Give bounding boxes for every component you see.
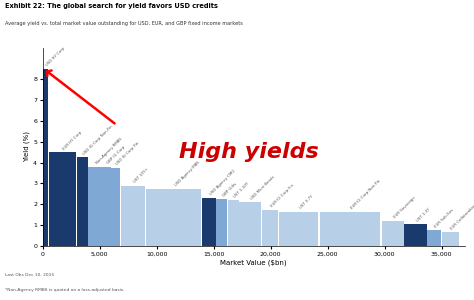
Bar: [442, 232, 458, 246]
Text: Average yield vs. total market value outstanding for USD, EUR, and GBP fixed inc: Average yield vs. total market value out…: [5, 21, 243, 26]
Text: USD Agency MBS: USD Agency MBS: [174, 160, 201, 187]
Bar: [77, 158, 88, 246]
Text: Exhibit 22: The global search for yield favors USD credits: Exhibit 22: The global search for yield …: [5, 3, 218, 9]
Text: UST 10Y+: UST 10Y+: [133, 167, 149, 184]
Text: EUR Collateralized: EUR Collateralized: [450, 202, 474, 231]
Bar: [111, 168, 120, 246]
X-axis label: Market Value ($bn): Market Value ($bn): [220, 259, 287, 266]
Bar: [228, 200, 238, 246]
Text: USD HY Corp: USD HY Corp: [46, 46, 66, 67]
Text: Last Obs Dec 10, 2015: Last Obs Dec 10, 2015: [5, 273, 54, 277]
Bar: [120, 186, 145, 246]
Text: EUR Sub-Sov: EUR Sub-Sov: [434, 208, 455, 229]
Text: USD IG Corp Non-Fin: USD IG Corp Non-Fin: [82, 124, 114, 156]
Text: USD IG Corp Fin: USD IG Corp Fin: [116, 141, 141, 166]
Text: USD Agency CMO: USD Agency CMO: [209, 169, 237, 196]
Text: High yields: High yields: [180, 142, 319, 163]
Bar: [279, 212, 318, 246]
Bar: [427, 230, 441, 246]
Text: UST 1-3Y: UST 1-3Y: [416, 207, 431, 222]
Text: GBP IG Corp: GBP IG Corp: [107, 145, 127, 165]
Bar: [43, 69, 48, 246]
Bar: [146, 189, 201, 246]
Text: EUR HY Corp: EUR HY Corp: [63, 130, 83, 151]
Text: EUR Sovereign: EUR Sovereign: [392, 196, 416, 219]
Text: EUR IG Corp Fin: EUR IG Corp Fin: [270, 183, 295, 208]
Bar: [404, 224, 427, 246]
Bar: [216, 199, 227, 246]
Bar: [102, 167, 111, 246]
Text: UST 3-7Y: UST 3-7Y: [299, 195, 314, 210]
Bar: [262, 209, 278, 246]
Text: *Non-Agency RMBS is quoted on a loss-adjusted basis.: *Non-Agency RMBS is quoted on a loss-adj…: [5, 288, 124, 292]
Text: GBP Gilts: GBP Gilts: [222, 182, 237, 197]
Bar: [382, 221, 404, 246]
Bar: [202, 198, 216, 246]
Text: UST 1-10Y: UST 1-10Y: [233, 181, 250, 199]
Y-axis label: Yield (%): Yield (%): [24, 131, 30, 163]
Text: EUR IG Corp Non-Fin: EUR IG Corp Non-Fin: [350, 179, 381, 210]
Text: Non-Agency RMBS: Non-Agency RMBS: [95, 137, 123, 165]
Bar: [239, 202, 261, 246]
Bar: [49, 152, 76, 246]
Text: USD Muni Bonds: USD Muni Bonds: [250, 175, 276, 201]
Bar: [89, 167, 102, 246]
Bar: [319, 212, 380, 246]
